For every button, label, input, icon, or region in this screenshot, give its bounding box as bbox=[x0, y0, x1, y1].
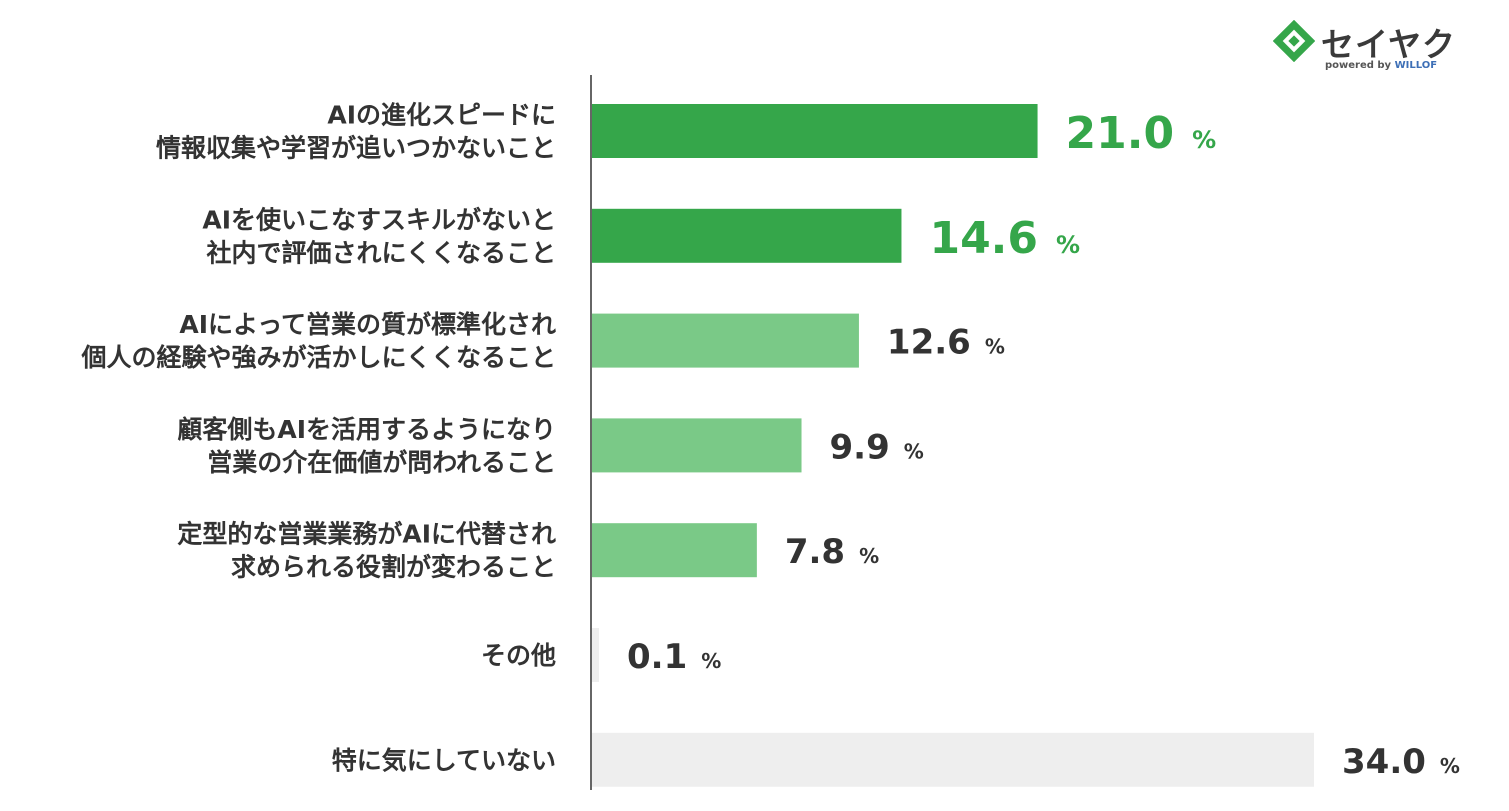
value-label-1: 21.0% bbox=[1066, 108, 1217, 159]
category-label-line: 求められる役割が変わること bbox=[231, 553, 556, 582]
brand-name: セイヤク bbox=[1321, 25, 1457, 64]
category-label-line: AIを使いこなすスキルがないと bbox=[202, 205, 556, 234]
category-label-4: 顧客側もAIを活用するようになり営業の介在価値が問われること bbox=[177, 415, 556, 477]
value-number: 12.6 bbox=[887, 323, 971, 363]
category-label-6: その他 bbox=[481, 641, 556, 670]
value-unit: % bbox=[701, 649, 721, 673]
value-unit: % bbox=[904, 439, 924, 463]
value-label-7: 34.0% bbox=[1342, 742, 1460, 782]
bar-5 bbox=[591, 523, 757, 578]
value-number: 21.0 bbox=[1066, 108, 1175, 159]
category-label-2: AIを使いこなすスキルがないと社内で評価されにくくなること bbox=[202, 205, 556, 267]
category-label-3: AIによって営業の質が標準化され個人の経験や強みが活かしにくくなること bbox=[80, 310, 556, 372]
bar-2 bbox=[591, 208, 902, 263]
category-label-1: AIの進化スピードに情報収集や学習が追いつかないこと bbox=[156, 101, 556, 163]
category-label-line: AIによって営業の質が標準化され bbox=[179, 310, 556, 339]
value-label-5: 7.8% bbox=[785, 532, 879, 572]
value-number: 34.0 bbox=[1342, 742, 1426, 782]
category-label-line: 顧客側もAIを活用するようになり bbox=[177, 415, 556, 444]
category-label-line: 社内で評価されにくくなること bbox=[206, 238, 556, 267]
category-label-7: 特に気にしていない bbox=[332, 746, 556, 775]
bar-6 bbox=[591, 628, 599, 682]
value-unit: % bbox=[985, 335, 1005, 359]
handshake-logo-icon bbox=[1273, 20, 1315, 62]
value-labels: 21.0 %14.6 %12.6 %9.9 %7.8 %0.1 %34.0% bbox=[627, 108, 1460, 782]
value-unit: % bbox=[1192, 126, 1216, 154]
category-labels: AIの進化スピードに情報収集や学習が追いつかないこと AIを使いこなすスキルがない… bbox=[80, 101, 556, 775]
value-number: 14.6 bbox=[929, 213, 1038, 264]
value-label-3: 12.6% bbox=[887, 323, 1005, 363]
value-unit: % bbox=[1440, 754, 1460, 778]
value-number: 0.1 bbox=[627, 637, 687, 677]
category-label-line: 定型的な営業業務がAIに代替され bbox=[177, 520, 556, 549]
bar-4 bbox=[591, 418, 802, 473]
category-label-line: 個人の経験や強みが活かしにくくなること bbox=[80, 343, 556, 372]
bar-1 bbox=[591, 104, 1038, 158]
bar-3 bbox=[591, 313, 859, 368]
category-label-line: 営業の介在価値が問われること bbox=[207, 448, 556, 477]
value-unit: % bbox=[859, 544, 879, 568]
brand-powered-by: powered by WILLOF bbox=[1325, 60, 1437, 71]
value-label-2: 14.6% bbox=[929, 213, 1080, 264]
value-unit: % bbox=[1056, 231, 1080, 259]
category-label-line: 情報収集や学習が追いつかないこと bbox=[156, 134, 556, 163]
bar-7 bbox=[591, 732, 1314, 787]
category-label-5: 定型的な営業業務がAIに代替され求められる役割が変わること bbox=[177, 520, 556, 582]
category-label-line: AIの進化スピードに bbox=[327, 101, 556, 130]
value-number: 7.8 bbox=[785, 532, 845, 572]
value-label-6: 0.1% bbox=[627, 637, 721, 677]
powered-by-text: powered by bbox=[1325, 60, 1392, 71]
category-label-line: 特に気にしていない bbox=[332, 746, 556, 775]
partner-name: WILLOF bbox=[1394, 60, 1438, 71]
value-label-4: 9.9% bbox=[830, 427, 924, 467]
value-number: 9.9 bbox=[830, 427, 890, 467]
bars bbox=[591, 104, 1314, 787]
category-label-line: その他 bbox=[481, 641, 556, 670]
brand-logo: セイヤク powered by WILLOF bbox=[1273, 18, 1455, 74]
